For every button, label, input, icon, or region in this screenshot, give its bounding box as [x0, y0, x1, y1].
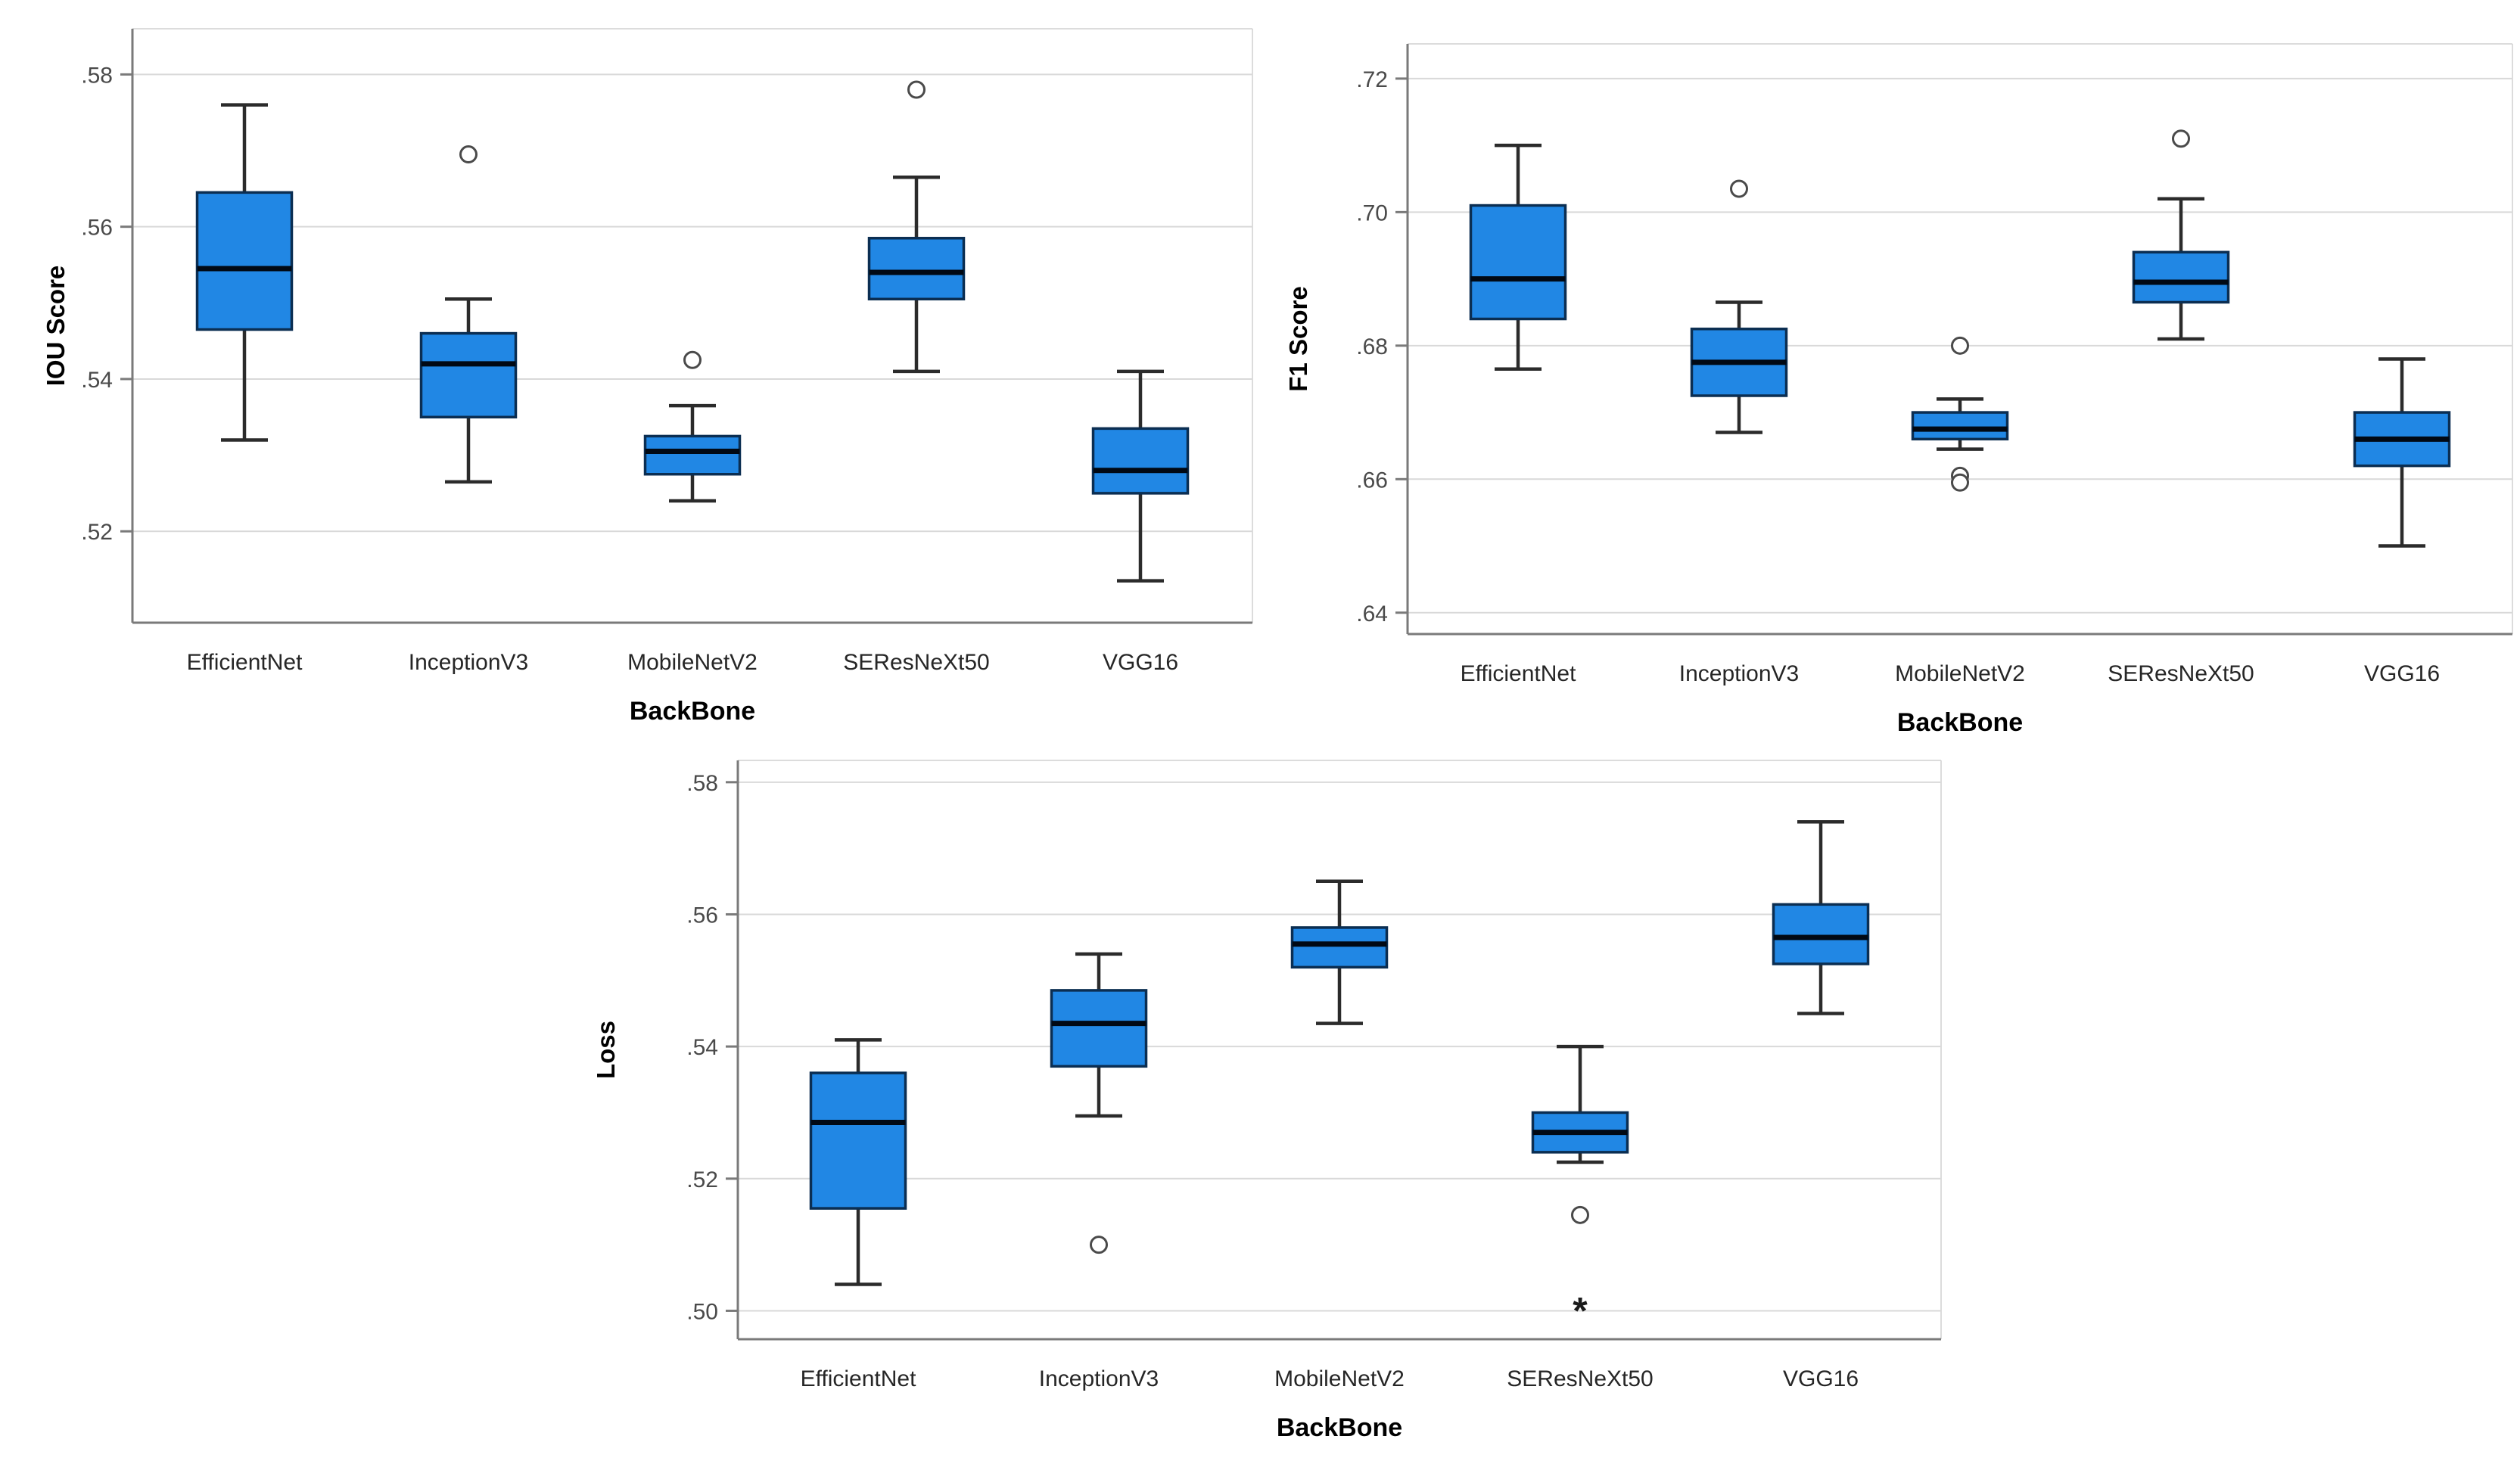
y-tick-label: .56 — [81, 216, 113, 241]
outlier-point — [907, 80, 926, 99]
chart-f1-score: .72 .70 .68 .66 .64 F1 Score EfficientNet Incep… — [1260, 6, 2520, 744]
x-category-label: VGG16 — [1783, 1366, 1859, 1391]
outlier-point — [1951, 473, 1969, 492]
iqr-box — [867, 237, 966, 301]
x-category-label: InceptionV3 — [409, 650, 528, 675]
box-MobileNetV2 — [1290, 879, 1389, 1025]
y-tick-label: .72 — [1356, 67, 1388, 92]
y-axis-title: Loss — [592, 1021, 620, 1079]
box-EfficientNet — [809, 1038, 907, 1286]
iqr-box — [1911, 411, 2009, 441]
iqr-box — [809, 1071, 907, 1210]
x-category-label: EfficientNet — [801, 1366, 917, 1391]
x-axis-title: BackBone — [1897, 708, 2023, 737]
iqr-box — [419, 331, 518, 419]
x-category-label: InceptionV3 — [1039, 1366, 1159, 1391]
box-SEResNeXt50 — [2132, 129, 2230, 341]
outlier-point — [1571, 1205, 1589, 1224]
y-tick-label: .56 — [686, 903, 718, 928]
extreme-outlier-point: * — [1573, 1289, 1588, 1332]
boxplot-svg-iou-score: .58 .56 .54 .52 IOU Score EfficientNet Incepti… — [42, 28, 1253, 726]
outlier-point — [1730, 179, 1748, 198]
box-EfficientNet — [1469, 143, 1567, 371]
box-InceptionV3 — [419, 145, 518, 484]
outlier-point — [459, 145, 478, 164]
y-tick-label: .58 — [81, 63, 113, 88]
box-MobileNetV2 — [643, 350, 742, 503]
iqr-box — [1469, 204, 1567, 321]
box-InceptionV3 — [1690, 179, 1788, 434]
y-tick-label: .52 — [686, 1167, 718, 1192]
x-category-label: SEResNeXt50 — [2108, 661, 2254, 686]
box-EfficientNet — [195, 103, 294, 442]
y-axis-title: F1 Score — [1284, 286, 1312, 391]
y-tick-label: .66 — [1356, 468, 1388, 493]
box-VGG16 — [1091, 369, 1190, 583]
x-category-label: InceptionV3 — [1679, 661, 1799, 686]
x-category-label: EfficientNet — [187, 650, 303, 675]
x-category-label: SEResNeXt50 — [843, 650, 989, 675]
iqr-box — [1290, 926, 1389, 969]
iqr-box — [1772, 903, 1870, 965]
x-category-label: MobileNetV2 — [1274, 1366, 1405, 1391]
box-VGG16 — [2353, 357, 2451, 548]
y-tick-label: .54 — [686, 1035, 718, 1060]
iqr-box — [195, 191, 294, 331]
box-SEResNeXt50 — [867, 80, 966, 374]
y-tick-label: .64 — [1356, 602, 1388, 626]
y-tick-label: .52 — [81, 520, 113, 545]
y-tick-label: .54 — [81, 368, 113, 393]
y-axis-title: IOU Score — [42, 266, 70, 387]
chart-iou-score: .58 .56 .54 .52 IOU Score EfficientNet Incepti… — [19, 6, 1264, 744]
box-InceptionV3 — [1050, 952, 1148, 1254]
box-SEResNeXt50: * — [1531, 1044, 1629, 1332]
y-tick-label: .68 — [1356, 334, 1388, 359]
boxplot-svg-f1-score: .72 .70 .68 .66 .64 F1 Score EfficientNet Incep… — [1284, 43, 2513, 737]
chart-loss: .58 .56 .54 .52 .50 Loss EfficientNet Inception… — [583, 745, 1960, 1456]
y-tick-label: .70 — [1356, 201, 1388, 225]
box-MobileNetV2 — [1911, 336, 2009, 492]
outlier-point — [1951, 336, 1969, 355]
x-axis-title: BackBone — [1277, 1413, 1402, 1442]
x-axis-title: BackBone — [630, 697, 755, 726]
x-category-label: MobileNetV2 — [627, 650, 758, 675]
iqr-box — [1050, 989, 1148, 1068]
y-tick-label: .50 — [686, 1299, 718, 1324]
outlier-point — [2172, 129, 2190, 148]
box-VGG16 — [1772, 819, 1870, 1015]
x-category-label: MobileNetV2 — [1895, 661, 2025, 686]
outlier-point — [1090, 1236, 1108, 1254]
x-category-label: EfficientNet — [1461, 661, 1577, 686]
boxplot-svg-loss: .58 .56 .54 .52 .50 Loss EfficientNet Inception… — [592, 760, 1942, 1442]
y-tick-label: .58 — [686, 771, 718, 796]
iqr-box — [643, 434, 742, 476]
outlier-point — [683, 350, 702, 369]
x-category-label: SEResNeXt50 — [1507, 1366, 1653, 1391]
iqr-box — [2132, 250, 2230, 304]
x-category-label: VGG16 — [2364, 661, 2440, 686]
iqr-box — [1091, 427, 1190, 495]
x-category-label: VGG16 — [1103, 650, 1178, 675]
